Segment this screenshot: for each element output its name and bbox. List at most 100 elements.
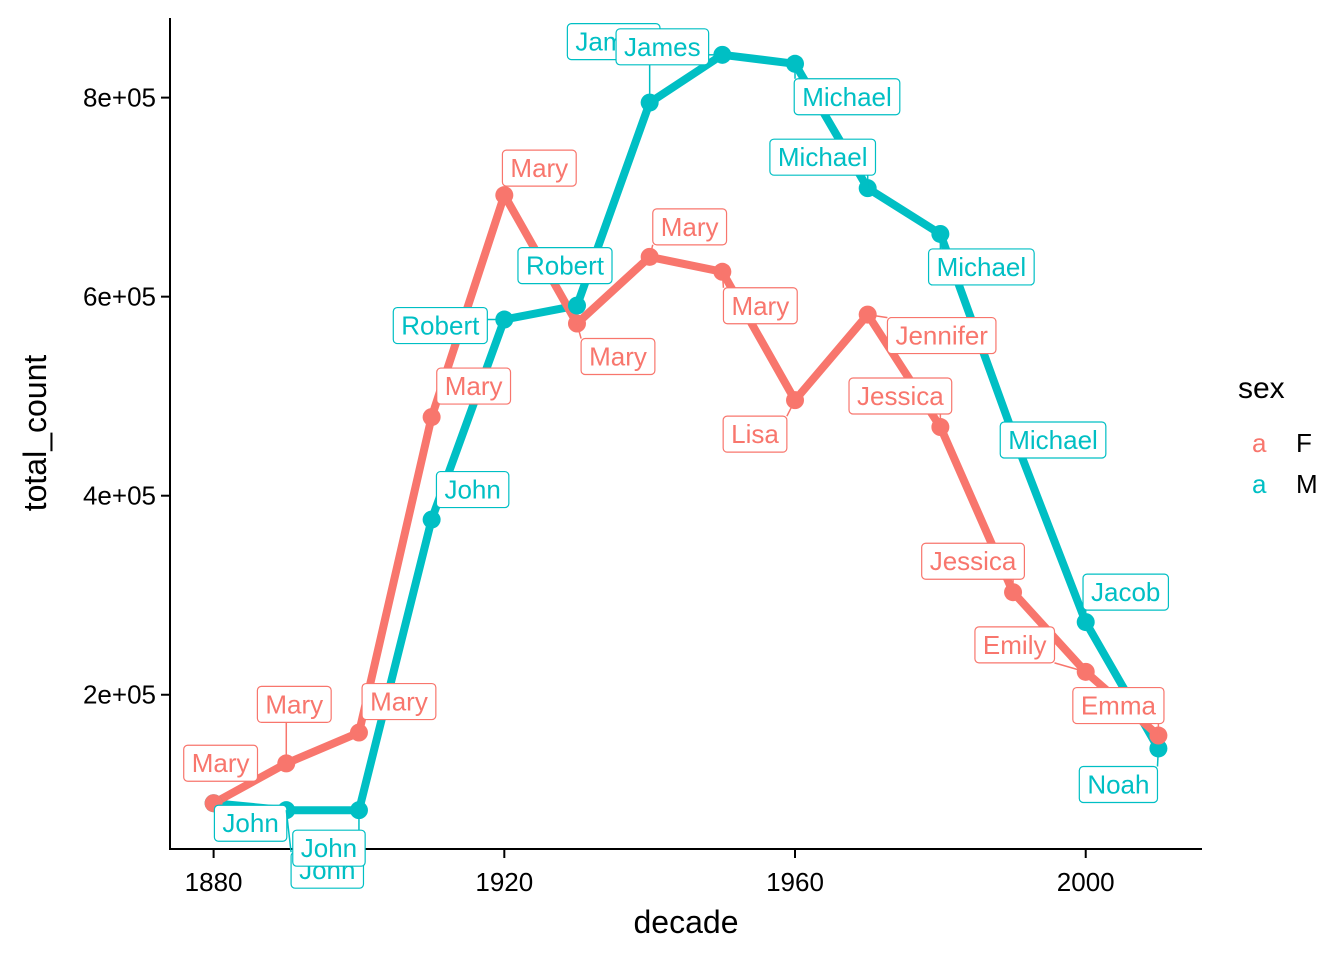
point-label-f-1990: Jessica xyxy=(921,542,1025,593)
label-box xyxy=(1078,765,1159,804)
label-text: Mary xyxy=(445,371,503,401)
label-text: Mary xyxy=(370,687,428,717)
point-labels: Mary Mary Mary Mary Mary Mary Mary Mary Lisa Jenn… xyxy=(183,22,1170,889)
y-tick-label-200000: 2e+05 xyxy=(83,680,156,710)
legend: sex a F a M xyxy=(1238,372,1318,499)
label-text: Jacob xyxy=(1091,577,1160,607)
label-box xyxy=(999,421,1107,459)
label-box xyxy=(361,682,437,721)
ticks: 1880 1920 1960 2000 2e+05 4e+05 6e+05 8e+05 xyxy=(83,83,1115,897)
label-text: Mary xyxy=(510,153,568,183)
x-tick-label-1920: 1920 xyxy=(475,867,533,897)
label-leader xyxy=(786,399,796,417)
point-label-f-1950: Mary xyxy=(721,271,798,325)
label-text: Michael xyxy=(778,142,868,172)
label-box xyxy=(183,744,259,782)
point-label-f-2010: Emma xyxy=(1072,686,1165,736)
label-box xyxy=(927,248,1035,286)
x-tick-label-1880: 1880 xyxy=(185,867,243,897)
legend-key-f: a xyxy=(1252,428,1267,458)
label-box xyxy=(436,367,512,405)
y-tick-label-400000: 4e+05 xyxy=(83,481,156,511)
label-text: Mary xyxy=(265,689,323,719)
label-text: John xyxy=(444,475,500,505)
label-box xyxy=(517,247,613,285)
point-label-m-1910: John xyxy=(430,470,510,520)
x-axis-title: decade xyxy=(634,904,739,940)
point-label-m-1930: Robert xyxy=(517,247,613,285)
x-tick-label-2000: 2000 xyxy=(1057,867,1115,897)
label-text: Lisa xyxy=(731,419,779,449)
label-text: Mary xyxy=(589,342,647,372)
point-label-m-2010: Noah xyxy=(1078,748,1160,804)
point-label-f-1960: Lisa xyxy=(722,399,796,453)
point-label-m-1880: John xyxy=(213,804,288,842)
point-f-1920 xyxy=(495,186,514,205)
legend-label-m: M xyxy=(1296,469,1318,499)
point-label-m-2000: Jacob xyxy=(1082,573,1170,623)
label-leader xyxy=(285,810,292,853)
label-leader xyxy=(430,507,438,520)
label-box xyxy=(722,415,788,453)
label-box xyxy=(256,685,332,724)
label-box xyxy=(392,306,488,345)
label-text: Michael xyxy=(802,82,892,112)
label-box xyxy=(292,829,366,867)
point-label-m-1990: Michael xyxy=(999,421,1107,459)
label-text: Michael xyxy=(937,252,1027,282)
point-label-f-1890: Mary xyxy=(256,685,332,764)
point-label-f-1930: Mary xyxy=(576,323,656,376)
legend-title: sex xyxy=(1238,372,1285,405)
label-box xyxy=(580,337,656,376)
label-leader xyxy=(721,271,725,288)
label-box xyxy=(793,78,901,116)
x-tick-label-1960: 1960 xyxy=(766,867,824,897)
label-text: Jennifer xyxy=(895,321,988,351)
point-label-m-1950: James xyxy=(615,28,723,66)
label-box xyxy=(1072,686,1165,725)
label-leader xyxy=(1054,662,1086,673)
point-label-f-1910: Mary xyxy=(430,367,512,418)
label-text: Robert xyxy=(526,251,605,281)
label-text: John xyxy=(222,808,278,838)
label-text: Jessica xyxy=(857,381,944,411)
label-text: Mary xyxy=(192,748,250,778)
label-text: Mary xyxy=(731,291,789,321)
label-text: Robert xyxy=(401,311,480,341)
label-leader xyxy=(1156,748,1160,767)
point-label-m-1970: Michael xyxy=(769,138,877,189)
series-line-f xyxy=(209,191,1163,808)
label-text: John xyxy=(301,833,357,863)
label-box xyxy=(848,377,953,415)
y-tick-label-600000: 6e+05 xyxy=(83,282,156,312)
label-box xyxy=(886,316,997,355)
label-box xyxy=(501,149,577,187)
label-box xyxy=(1082,573,1170,611)
label-leader xyxy=(430,403,438,418)
label-box xyxy=(769,138,877,176)
point-label-f-1920: Mary xyxy=(501,149,577,187)
label-text: Noah xyxy=(1087,769,1149,799)
label-box xyxy=(652,208,728,246)
label-text: Michael xyxy=(1008,425,1098,455)
point-label-m-1980: Michael xyxy=(927,233,1035,286)
point-label-f-1880: Mary xyxy=(183,744,259,782)
point-label-f-1980: Jessica xyxy=(848,377,953,428)
label-box xyxy=(921,542,1025,580)
legend-label-f: F xyxy=(1296,428,1312,458)
label-leader xyxy=(648,244,654,258)
label-box xyxy=(615,28,710,66)
point-label-m-1960: Michael xyxy=(793,63,901,116)
label-leader xyxy=(358,719,363,733)
label-leader xyxy=(867,313,888,319)
point-label-f-2000: Emily xyxy=(974,626,1086,673)
y-axis-title: total_count xyxy=(17,355,53,512)
label-box xyxy=(974,626,1056,664)
label-text: Emily xyxy=(983,630,1047,660)
label-text: Jessica xyxy=(930,546,1017,576)
point-label-m-1920: Robert xyxy=(392,306,505,345)
label-text: James xyxy=(624,32,701,62)
point-label-m-1900: John xyxy=(292,810,366,867)
point-label-f-1970: Jennifer xyxy=(867,313,997,355)
